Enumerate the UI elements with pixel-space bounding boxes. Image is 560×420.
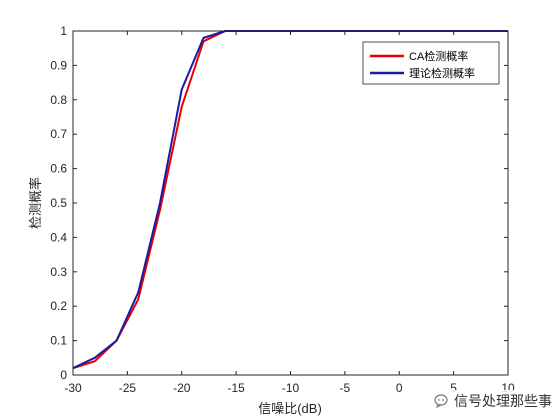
legend-label-theory: 理论检测概率 [409, 66, 475, 80]
x-tick-label: -30 [64, 381, 82, 395]
y-tick-label: 1 [60, 24, 67, 38]
legend-label-ca: CA检测概率 [409, 49, 468, 63]
wechat-bubble-icon [434, 394, 448, 409]
y-tick-label: 0 [60, 368, 67, 382]
x-tick-label: 5 [450, 381, 457, 395]
x-tick-label: -25 [119, 381, 137, 395]
legend: CA检测概率 理论检测概率 [362, 41, 500, 85]
y-tick-label: 0.5 [50, 196, 67, 210]
x-tick-label: 0 [396, 381, 403, 395]
ticks-layer: -30 -25 -20 -15 -10 -5 0 5 1000.10.20.30.40.50.6… [50, 24, 515, 395]
plot-area [73, 31, 508, 375]
y-tick-label: 0.3 [50, 265, 67, 279]
legend-box [362, 41, 500, 85]
y-tick-label: 0.4 [50, 230, 67, 244]
y-tick-label: 0.7 [50, 127, 67, 141]
watermark-text: 信号处理那些事 [454, 393, 552, 409]
y-tick-label: 0.2 [50, 299, 67, 313]
watermark: 信号处理那些事 [430, 390, 556, 412]
y-tick-label: 0.9 [50, 58, 67, 72]
x-tick-label: -10 [282, 381, 300, 395]
y-tick-label: 0.1 [50, 334, 67, 348]
y-tick-label: 0.6 [50, 162, 67, 176]
x-tick-label: -20 [173, 381, 191, 395]
x-tick-label: -5 [340, 381, 351, 395]
x-axis-label: 信噪比(dB) [258, 401, 322, 416]
y-axis-label: 检测概率 [28, 177, 43, 229]
x-tick-label: -15 [227, 381, 245, 395]
y-tick-label: 0.8 [50, 93, 67, 107]
